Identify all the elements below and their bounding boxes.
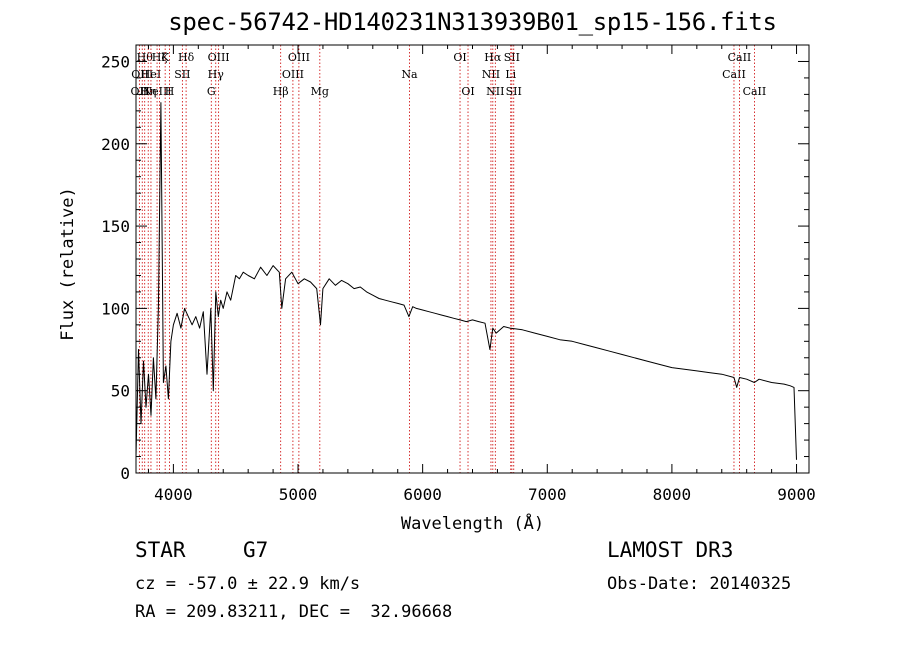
x-tick-label-8000: 8000	[653, 485, 692, 504]
class-label: STAR	[135, 538, 186, 562]
marker-label-9: SII	[174, 68, 190, 81]
marker-label-8: H	[165, 85, 175, 98]
marker-label-7: K	[161, 51, 170, 64]
y-tick-label-50: 50	[111, 382, 130, 401]
redshift-text: cz = -57.0 ± 22.9 km/s	[135, 574, 361, 594]
coords-text: RA = 209.83211, DEC = 32.96668	[135, 602, 453, 622]
marker-label-29: CaII	[743, 85, 767, 98]
spectrum-line	[135, 102, 797, 460]
marker-label-26: SII	[506, 85, 522, 98]
marker-label-22: Hα	[484, 51, 502, 64]
y-tick-label-0: 0	[120, 464, 130, 483]
marker-label-5: NeIII	[142, 85, 171, 98]
y-axis-label: Flux (relative)	[58, 187, 78, 341]
marker-label-0: OII	[131, 85, 149, 98]
y-tick-label-100: 100	[101, 299, 130, 318]
marker-label-28: CaII	[728, 51, 752, 64]
marker-label-18: Na	[401, 68, 418, 81]
marker-label-15: OIII	[282, 68, 304, 81]
marker-label-27: CaII	[722, 68, 746, 81]
subclass-label: G7	[243, 538, 269, 562]
marker-label-17: Mg	[311, 85, 329, 98]
obs-date-text: Obs-Date: 20140325	[607, 574, 792, 594]
x-tick-label-4000: 4000	[154, 485, 193, 504]
marker-label-12: Hγ	[208, 68, 225, 81]
marker-label-3: Hη	[140, 85, 156, 98]
y-tick-label-150: 150	[101, 217, 130, 236]
marker-label-19: OI	[453, 51, 466, 64]
marker-label-2: Hθ	[137, 51, 154, 64]
x-axis-label: Wavelength (Å)	[401, 512, 544, 534]
marker-label-13: OIII	[208, 51, 230, 64]
marker-label-6: Hζ	[152, 51, 168, 64]
marker-label-25: SII	[504, 51, 520, 64]
marker-label-23: NII	[486, 85, 504, 98]
plot-frame	[135, 44, 810, 474]
marker-label-20: OI	[461, 85, 474, 98]
x-tick-label-7000: 7000	[528, 485, 567, 504]
marker-label-4: HeI	[141, 68, 161, 81]
marker-label-21: NII	[482, 68, 500, 81]
marker-label-10: Hδ	[178, 51, 195, 64]
marker-label-11: G	[207, 85, 216, 98]
survey-label: LAMOST DR3	[607, 538, 734, 562]
x-tick-label-5000: 5000	[279, 485, 318, 504]
y-tick-label-200: 200	[101, 135, 130, 154]
plot-title: spec-56742-HD140231N313939B01_sp15-156.f…	[168, 8, 777, 36]
marker-label-14: Hβ	[273, 85, 289, 98]
marker-label-16: OIII	[288, 51, 310, 64]
marker-label-24: Li	[505, 68, 516, 81]
x-tick-label-6000: 6000	[403, 485, 442, 504]
x-tick-label-9000: 9000	[777, 485, 816, 504]
y-tick-label-250: 250	[101, 52, 130, 71]
